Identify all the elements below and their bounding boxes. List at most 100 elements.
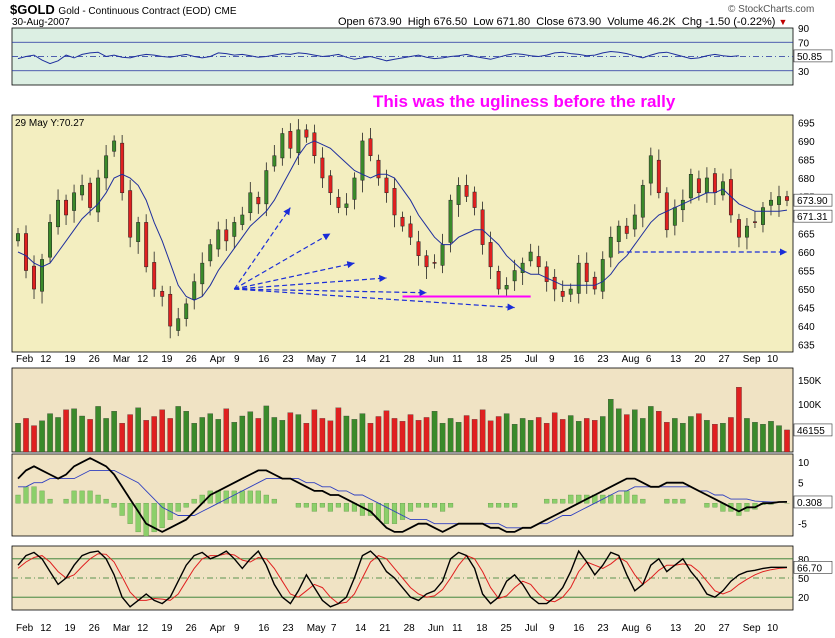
candle [176, 318, 181, 331]
bottom-x-label: Jun [428, 623, 444, 634]
candle [376, 159, 381, 179]
macd-histogram-bar [71, 490, 77, 504]
volume-bar [431, 411, 438, 453]
price-x-label: 11 [452, 354, 463, 365]
high-value: 676.50 [433, 16, 468, 28]
macd-histogram-bar [63, 498, 69, 504]
price-x-label: Jul [525, 354, 538, 365]
candle [328, 175, 333, 194]
candle [64, 199, 69, 216]
volume-bar [487, 420, 494, 453]
volume-bar [303, 423, 310, 453]
volume-bar [367, 423, 374, 453]
candle [496, 271, 501, 290]
volume-bar [375, 416, 382, 453]
macd-histogram-bar [183, 503, 189, 508]
candle [592, 276, 597, 290]
volume-bar [680, 423, 686, 453]
price-tick-695: 695 [798, 118, 815, 129]
bottom-x-label: 7 [331, 623, 337, 634]
price-x-label: Aug [622, 354, 640, 365]
price-x-label: 23 [597, 354, 609, 365]
volume-bar [95, 406, 101, 453]
volume-bar [327, 420, 334, 453]
annotation-arrow-0 [233, 207, 291, 290]
bottom-x-label: 11 [452, 623, 463, 634]
candle [256, 196, 261, 205]
macd-histogram-bar [95, 494, 101, 504]
volume-bar [351, 419, 358, 453]
macd-histogram-bar [568, 494, 574, 504]
macd-histogram-bar [343, 503, 349, 512]
macd-histogram-bar [223, 490, 229, 504]
price-x-label: 12 [40, 354, 52, 365]
macd-histogram-bar [135, 503, 141, 533]
volume-bar [423, 417, 430, 453]
candle [584, 262, 589, 282]
volume-last-value: 46155 [797, 426, 825, 437]
bottom-x-label: 19 [64, 623, 76, 634]
macd-histogram-bar [640, 498, 646, 504]
annotation-arrow-2 [234, 261, 355, 290]
chart-date: 30-Aug-2007 [12, 17, 70, 28]
candle [704, 177, 709, 194]
macd-histogram-bar [175, 503, 181, 512]
annotation-arrow-3 [234, 274, 387, 290]
exchange: CME [214, 6, 237, 17]
bottom-x-label: Apr [210, 623, 226, 634]
candle [744, 225, 749, 238]
volume-bar [135, 407, 141, 453]
bottom-x-label: 6 [646, 623, 652, 634]
bottom-x-label: 19 [161, 623, 173, 634]
annotation-arrow-5 [234, 288, 515, 311]
macd-histogram-bar [407, 503, 414, 512]
volume-bar [616, 408, 622, 453]
macd-histogram-bar [151, 503, 157, 533]
volume-bar [575, 421, 582, 453]
volume-bar [71, 408, 77, 453]
volume-bar [79, 415, 85, 453]
candle [576, 262, 581, 294]
price-last-ma-box [793, 209, 833, 223]
bottom-x-label: 16 [258, 623, 270, 634]
volume-bar [712, 424, 718, 453]
bottom-x-label: 12 [137, 623, 149, 634]
volume-bar [664, 422, 670, 453]
price-tick-665: 665 [798, 230, 815, 241]
macd-histogram-bar [431, 503, 438, 508]
macd-last-value: 0.308 [797, 498, 822, 509]
bottom-x-label: 26 [186, 623, 198, 634]
macd-histogram-bar [488, 503, 494, 508]
volume-bar [343, 415, 350, 453]
stoch-k-line [17, 549, 787, 608]
volume-bar [271, 417, 278, 453]
macd-histogram-bar [672, 498, 678, 504]
candle [224, 229, 229, 242]
volume-bar [215, 419, 222, 453]
bottom-x-label: 9 [234, 623, 240, 634]
candle [32, 265, 36, 290]
candle [568, 288, 573, 295]
price-x-label: 18 [476, 354, 488, 365]
volume-bar [688, 416, 694, 453]
macd-histogram-bar [704, 503, 710, 508]
macd-histogram-bar [119, 503, 125, 516]
macd-histogram-bar [504, 503, 510, 508]
candle [264, 170, 269, 205]
price-x-label: Sep [743, 354, 761, 365]
candle [208, 244, 213, 262]
volume-bar [31, 425, 37, 453]
price-tick-650: 650 [798, 285, 815, 296]
volume-bar [223, 408, 230, 453]
volume-bar [583, 418, 590, 453]
volume-bar [640, 418, 646, 453]
macd-histogram-bar [295, 503, 301, 508]
volume-bar [391, 418, 398, 453]
candle [656, 159, 661, 194]
volume-bar [231, 422, 238, 453]
volume-bar [335, 407, 342, 453]
candle [104, 155, 109, 179]
price-x-label: 12 [137, 354, 149, 365]
candle [24, 233, 28, 271]
